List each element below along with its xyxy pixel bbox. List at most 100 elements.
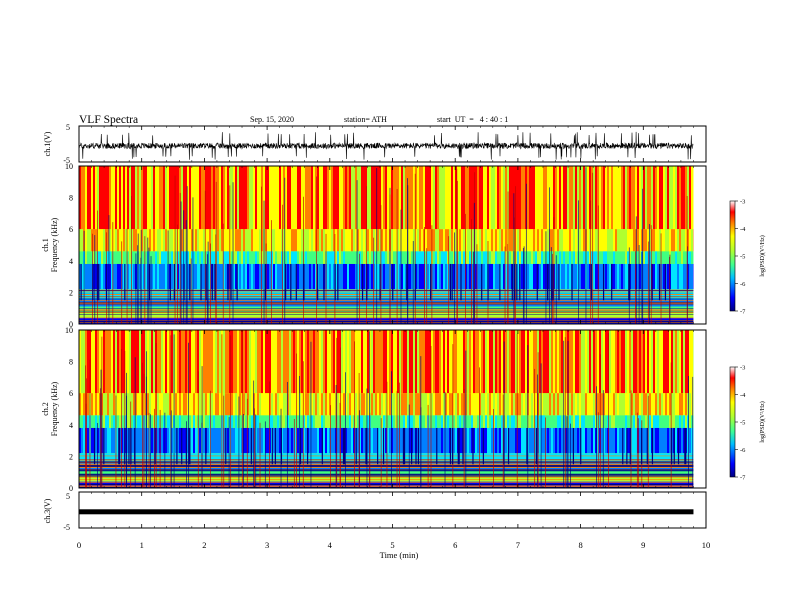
spectrogram-cell bbox=[607, 229, 609, 252]
spectrogram-cell bbox=[435, 229, 437, 252]
spectrogram-cell bbox=[543, 330, 545, 394]
spectrogram-cell bbox=[573, 166, 575, 230]
spectrogram-cell bbox=[687, 251, 689, 264]
spectrogram-cell bbox=[271, 251, 273, 264]
spectrogram-cell bbox=[635, 166, 637, 230]
spectrogram-cell bbox=[517, 251, 519, 264]
spectrogram-cell bbox=[657, 166, 659, 230]
spectrogram-cell bbox=[129, 263, 131, 290]
spectrogram-cell bbox=[619, 415, 621, 428]
spectrogram-cell bbox=[315, 166, 317, 230]
spectrogram-cell bbox=[299, 330, 301, 394]
spectrogram-cell bbox=[553, 166, 555, 230]
ch3-waveform-trace bbox=[79, 509, 694, 515]
spectrogram-cell bbox=[209, 330, 211, 394]
spectrogram-cell bbox=[587, 263, 589, 290]
spectrogram-cell bbox=[627, 330, 629, 394]
spectrogram-cell bbox=[517, 393, 519, 416]
spectrogram-cell bbox=[533, 330, 535, 394]
spectrogram-cell bbox=[363, 251, 365, 264]
spectrogram-cell bbox=[397, 427, 399, 454]
spectrogram-cell bbox=[191, 393, 193, 416]
spectrogram-cell bbox=[377, 393, 379, 416]
spectrogram-cell bbox=[619, 166, 621, 230]
spectrogram-cell bbox=[309, 415, 311, 428]
spectrogram-cell bbox=[163, 251, 165, 264]
spectrogram-cell bbox=[629, 251, 631, 264]
spectrogram-cell bbox=[447, 251, 449, 264]
spectrogram-cell bbox=[571, 251, 573, 264]
spectrogram-cell bbox=[187, 251, 189, 264]
spectrogram-cell bbox=[521, 427, 523, 454]
ch1-spec-ytick-label: 2 bbox=[69, 288, 73, 297]
spectrogram-cell bbox=[511, 229, 513, 252]
spectrogram-cell bbox=[585, 427, 587, 454]
spectrogram-cell bbox=[475, 427, 477, 454]
spectrogram-cell bbox=[599, 166, 601, 230]
spectrogram-cell bbox=[233, 251, 235, 264]
spectrogram-cell bbox=[301, 229, 303, 252]
spectrogram-cell bbox=[633, 415, 635, 428]
spectrogram-cell bbox=[261, 415, 263, 428]
spectrogram-cell bbox=[101, 229, 103, 252]
colorbar-tick-label: -7 bbox=[740, 475, 746, 482]
spectrogram-cell bbox=[533, 415, 535, 428]
spectrogram-cell bbox=[639, 166, 641, 230]
spectrogram-cell bbox=[181, 393, 183, 416]
spectrogram-cell bbox=[399, 229, 401, 252]
spectrogram-cell bbox=[237, 415, 239, 428]
spectrogram-cell bbox=[227, 393, 229, 416]
spectrogram-cell bbox=[223, 263, 225, 290]
spectrogram-cell bbox=[459, 229, 461, 252]
spectrogram-cell bbox=[651, 393, 653, 416]
spectrogram-cell bbox=[171, 415, 173, 428]
spectrogram-cell bbox=[551, 330, 553, 394]
spectrogram-cell bbox=[93, 263, 95, 290]
spectrogram-cell bbox=[619, 427, 621, 454]
spectrogram-cell bbox=[391, 330, 393, 394]
spectrogram-cell bbox=[201, 229, 203, 252]
spectrogram-cell bbox=[469, 330, 471, 394]
spectrogram-cell bbox=[157, 330, 159, 394]
spectrogram-cell bbox=[289, 229, 291, 252]
spectrogram-cell bbox=[129, 229, 131, 252]
spectrogram-cell bbox=[647, 330, 649, 394]
spectrogram-cell bbox=[359, 251, 361, 264]
spectrogram-cell bbox=[201, 251, 203, 264]
spectrogram-cell bbox=[129, 415, 131, 428]
spectrogram-cell bbox=[261, 251, 263, 264]
spectrogram-cell bbox=[317, 330, 319, 394]
spectrogram-cell bbox=[157, 229, 159, 252]
spectrogram-cell bbox=[485, 393, 487, 416]
spectrogram-cell bbox=[433, 427, 435, 454]
spectrogram-cell bbox=[135, 330, 137, 394]
spectrogram-cell bbox=[193, 415, 195, 428]
ch1-y-axis-label: ch.1(V) bbox=[43, 131, 52, 156]
spectrogram-cell bbox=[569, 263, 571, 290]
spectrogram-cell bbox=[589, 251, 591, 264]
spectrogram-cell bbox=[273, 251, 275, 264]
spectrogram-cell bbox=[327, 393, 329, 416]
spectrogram-cell bbox=[345, 166, 347, 230]
spectrogram-cell bbox=[313, 229, 315, 252]
spectrogram-cell bbox=[565, 263, 567, 290]
spectrogram-cell bbox=[121, 330, 123, 394]
spectrogram-cell bbox=[555, 330, 557, 394]
spectrogram-cell bbox=[595, 251, 597, 264]
spectrogram-cell bbox=[589, 166, 591, 230]
spectrogram-cell bbox=[387, 229, 389, 252]
spectrogram-cell bbox=[193, 229, 195, 252]
spectrogram-cell bbox=[93, 229, 95, 252]
spectrogram-cell bbox=[573, 330, 575, 394]
spectrogram-cell bbox=[615, 393, 617, 416]
spectrogram-cell bbox=[291, 251, 293, 264]
spectrogram-cell bbox=[123, 393, 125, 416]
spectrogram-cell bbox=[205, 229, 207, 252]
spectrogram-cell bbox=[171, 393, 173, 416]
spectrogram-cell bbox=[247, 166, 249, 230]
spectrogram-cell bbox=[511, 251, 513, 264]
spectrogram-cell bbox=[601, 393, 603, 416]
spectrogram-cell bbox=[299, 166, 301, 230]
spectrogram-cell bbox=[691, 415, 693, 428]
spectrogram-cell bbox=[455, 427, 457, 454]
